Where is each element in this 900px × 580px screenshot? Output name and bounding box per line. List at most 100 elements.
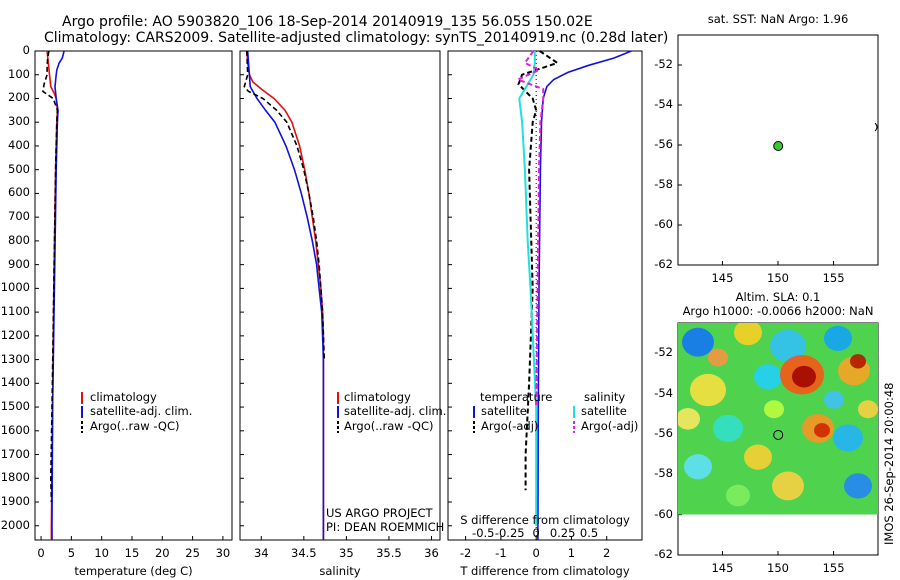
temperature-argo-line — [42, 50, 59, 503]
sla-blob — [764, 400, 784, 419]
difference-sal-satellite-line — [518, 51, 538, 526]
sla-map-title-1: Altim. SLA: 0.1 — [735, 290, 821, 304]
temperature-ytick-label: 600 — [8, 185, 30, 200]
sst-map-ytick-label: -58 — [654, 177, 673, 191]
sla-map-title-2: Argo h1000: -0.0066 h2000: NaN — [682, 304, 874, 318]
sla-blob — [770, 329, 806, 363]
temperature-ytick-label: 900 — [8, 256, 30, 271]
temperature-ytick-label: 1200 — [0, 327, 30, 342]
sst-map-title: sat. SST: NaN Argo: 1.96 — [707, 12, 849, 26]
difference-sal-argo-line — [515, 50, 545, 408]
sla-blob — [844, 473, 872, 499]
difference-xtick-label: -1 — [495, 546, 507, 560]
temperature-ytick-label: 200 — [8, 90, 30, 105]
difference-xtick-label: 1 — [567, 546, 576, 560]
difference-top-tick-label: -0.5 — [472, 526, 495, 540]
temperature-legend-label: satellite-adj. clim. — [90, 404, 193, 418]
sst-coast-fragment — [874, 122, 878, 132]
temperature-xtick-label: 10 — [94, 546, 109, 560]
sla-map-ytick-label: -58 — [654, 466, 673, 481]
salinity-panel-frame — [239, 50, 441, 541]
sla-map-ytick-label: -52 — [654, 345, 673, 360]
difference-top-tick-label: 0.25 — [549, 526, 576, 540]
sla-blob — [682, 327, 714, 357]
sla-blob — [824, 390, 844, 409]
temperature-xlabel: temperature (deg C) — [74, 564, 193, 578]
difference-legend-title-temperature: temperature — [480, 390, 553, 404]
temperature-ytick-label: 400 — [8, 137, 30, 152]
temperature-legend-label: climatology — [90, 390, 157, 404]
temperature-ytick-label: 300 — [8, 114, 30, 129]
pi-annotation: PI: DEAN ROEMMICH — [326, 520, 445, 534]
sla-field — [678, 323, 878, 515]
sla-blob — [754, 364, 782, 390]
temperature-xtick-label: 15 — [124, 546, 140, 560]
difference-top-label: S difference from climatology — [460, 513, 630, 527]
temperature-ytick-label: 1700 — [0, 446, 30, 461]
imos-timestamp: IMOS 26-Sep-2014 20:00:48 — [882, 382, 896, 546]
difference-top-tick-label: 0.5 — [579, 526, 599, 540]
temperature-ytick-label: 1600 — [0, 422, 30, 437]
temperature-ytick-label: 100 — [8, 66, 30, 81]
temperature-panel-frame — [34, 50, 233, 541]
salinity-argo-line — [243, 50, 326, 360]
salinity-legend-label: Argo(..raw -QC) — [344, 419, 434, 433]
temperature-ytick-label: 800 — [8, 232, 30, 247]
difference-temp-satellite-line — [537, 50, 632, 540]
title-line-1: Argo profile: AO 5903820_106 18-Sep-2014… — [62, 14, 593, 30]
sla-blob — [734, 323, 762, 346]
temperature-xtick-label: 5 — [67, 546, 76, 560]
sla-blob — [858, 400, 878, 419]
difference-legend-label: satellite — [481, 404, 527, 418]
difference-temp-argo-line — [517, 50, 560, 491]
salinity-legend-label: satellite-adj. clim. — [344, 404, 447, 418]
temperature-ytick-label: 1300 — [0, 351, 30, 366]
salinity-satellite-line — [246, 50, 325, 540]
salinity-climatology-line — [246, 50, 325, 540]
sla-map-xtick-label: 145 — [711, 561, 734, 575]
temperature-ytick-label: 1800 — [0, 470, 30, 485]
sla-argo-point — [773, 429, 784, 440]
sla-blob — [744, 444, 772, 470]
difference-xtick-label: -2 — [459, 546, 472, 560]
sst-map-ytick-label: -52 — [654, 57, 673, 71]
difference-panel-frame — [447, 50, 643, 541]
temperature-ytick-label: 1000 — [0, 280, 30, 295]
temperature-ytick-label: 700 — [8, 209, 30, 224]
sla-map-ytick-label: -54 — [654, 385, 673, 400]
sla-map-xtick-label: 155 — [822, 561, 845, 575]
temperature-legend-label: Argo(..raw -QC) — [90, 419, 180, 433]
sla-blob — [708, 348, 728, 367]
title-line-2: Climatology: CARS2009. Satellite-adjuste… — [44, 30, 669, 46]
difference-legend-label: satellite — [581, 404, 627, 418]
temperature-ytick-label: 2000 — [0, 517, 30, 532]
sla-map-ytick-label: -60 — [654, 506, 673, 521]
sst-argo-point — [773, 141, 784, 151]
sst-map-ytick-label: -60 — [654, 217, 673, 231]
temperature-xtick-label: 25 — [185, 546, 200, 560]
temperature-xtick-label: 30 — [215, 546, 231, 560]
sla-blob — [850, 354, 866, 369]
temperature-satellite-line — [51, 50, 65, 540]
difference-legend-label: Argo(-adj) — [581, 419, 639, 433]
sla-map-ytick-label: -62 — [654, 547, 673, 561]
difference-xtick-label: 0 — [532, 546, 540, 560]
temperature-xtick-label: 20 — [154, 546, 170, 560]
salinity-xtick-label: 36 — [424, 546, 439, 560]
sst-map-xtick-label: 155 — [822, 271, 845, 285]
sst-map-xtick-label: 145 — [711, 271, 734, 285]
sla-blob — [713, 414, 743, 442]
sla-map-xtick-label: 150 — [767, 561, 789, 575]
salinity-xlabel: salinity — [319, 564, 361, 578]
sla-blob — [824, 325, 852, 351]
temperature-ytick-label: 1400 — [0, 375, 30, 390]
project-annotation: US ARGO PROJECT — [326, 506, 433, 520]
temperature-xtick-label: 0 — [37, 546, 45, 560]
sla-map-ytick-label: -56 — [654, 425, 673, 440]
sst-map-ytick-label: -62 — [654, 257, 673, 271]
salinity-xtick-label: 35 — [339, 546, 354, 560]
sst-map-ytick-label: -56 — [654, 137, 673, 151]
difference-legend-title-salinity: salinity — [584, 390, 626, 404]
difference-xlabel: T difference from climatology — [460, 564, 630, 578]
